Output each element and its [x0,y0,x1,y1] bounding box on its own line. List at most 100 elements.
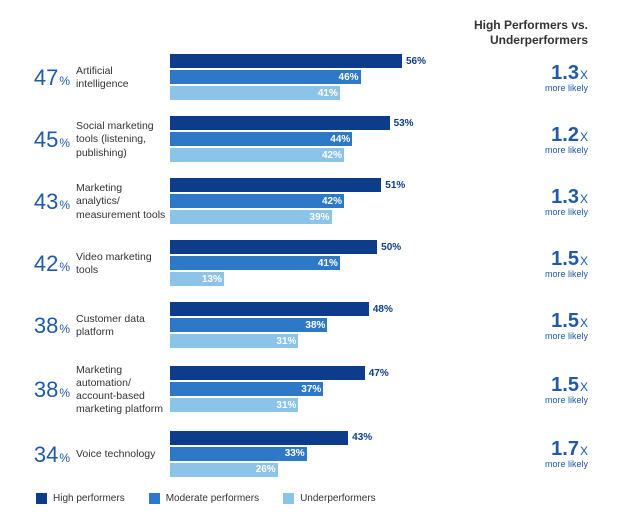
category-label: Video marketing tools [76,251,170,277]
average-value: 38% [20,313,76,339]
bar-wrap: 39% [170,210,460,224]
bar-wrap: 43% [170,431,460,445]
ratio-number: 1.2 [551,124,579,146]
bar-wrap: 31% [170,334,460,348]
legend-high: High performers [36,493,125,504]
bar-value-label: 26% [246,464,276,475]
bar [170,240,377,254]
bar-value-label: 41% [308,258,338,269]
avg-percent-sign: % [59,260,70,274]
chart-row: 45%Social marketing tools (listening, pu… [20,116,598,164]
legend-label-high: High performers [53,493,125,504]
bar-value-label: 39% [300,212,330,223]
bar-wrap: 56% [170,54,460,68]
avg-percent-sign: % [59,74,70,88]
ratio-x: X [580,68,588,82]
avg-number: 38 [34,313,58,338]
bar-value-label: 42% [312,150,342,161]
ratio-x: X [580,316,588,330]
bar-wrap: 38% [170,318,460,332]
bar-wrap: 42% [170,194,460,208]
chart-row: 43%Marketing analytics/ measurement tool… [20,178,598,226]
category-label: Artificial intelligence [76,65,170,91]
ratio-value: 1.2Xmore likely [460,125,598,155]
ratio-value: 1.5Xmore likely [460,249,598,279]
bar-wrap: 37% [170,382,460,396]
bars-group: 47% 37% 31% [170,366,460,414]
bars-group: 43% 33% 26% [170,431,460,479]
bar-value-label: 50% [381,242,401,253]
legend-label-moderate: Moderate performers [166,493,259,504]
ratio-number: 1.5 [551,248,579,270]
bar-wrap: 48% [170,302,460,316]
chart-rows: 47%Artificial intelligence56%46%41%1.3Xm… [20,54,598,479]
category-label: Marketing automation/ account-based mark… [76,364,170,417]
legend: High performers Moderate performers Unde… [20,493,598,504]
bar-wrap: 13% [170,272,460,286]
average-value: 43% [20,189,76,215]
avg-number: 38 [34,377,58,402]
ratio-sublabel: more likely [460,460,588,469]
bar-value-label: 47% [369,368,389,379]
legend-swatch-under [283,493,294,504]
bar-value-label: 37% [291,384,321,395]
bar-value-label: 33% [275,448,305,459]
bar-value-label: 31% [266,400,296,411]
bars-group: 56% 46% 41% [170,54,460,102]
ratio-number: 1.7 [551,438,579,460]
bar-value-label: 43% [352,432,372,443]
bar-value-label: 56% [406,56,426,67]
average-value: 45% [20,127,76,153]
bar [170,431,348,445]
bar [170,54,402,68]
chart-row: 34%Voice technology43%33%26%1.7Xmore lik… [20,431,598,479]
ratio-sublabel: more likely [460,270,588,279]
avg-number: 47 [34,65,58,90]
bar-value-label: 42% [312,196,342,207]
ratio-value: 1.5Xmore likely [460,311,598,341]
category-label: Customer data platform [76,313,170,339]
ratio-value: 1.5Xmore likely [460,375,598,405]
bar [170,366,365,380]
bar [170,302,369,316]
avg-percent-sign: % [59,198,70,212]
bar-wrap: 50% [170,240,460,254]
bar-wrap: 41% [170,86,460,100]
bars-group: 51% 42% 39% [170,178,460,226]
bar-value-label: 46% [329,72,359,83]
avg-number: 34 [34,442,58,467]
ratio-x: X [580,254,588,268]
bar-value-label: 53% [394,118,414,129]
category-label: Social marketing tools (listening, publi… [76,120,170,159]
bar-wrap: 53% [170,116,460,130]
legend-swatch-high [36,493,47,504]
avg-percent-sign: % [59,136,70,150]
ratio-x: X [580,444,588,458]
bar-value-label: 48% [373,304,393,315]
bars-group: 48% 38% 31% [170,302,460,350]
average-value: 47% [20,65,76,91]
bar-value-label: 51% [385,180,405,191]
bar-value-label: 13% [192,274,222,285]
average-value: 38% [20,377,76,403]
ratio-value: 1.3Xmore likely [460,187,598,217]
bar-value-label: 41% [308,88,338,99]
ratio-x: X [580,192,588,206]
bars-group: 53% 44% 42% [170,116,460,164]
ratio-sublabel: more likely [460,396,588,405]
ratio-sublabel: more likely [460,146,588,155]
chart-row: 38%Customer data platform48%38%31%1.5Xmo… [20,302,598,350]
avg-percent-sign: % [59,451,70,465]
bar-wrap: 31% [170,398,460,412]
legend-under: Underperformers [283,493,376,504]
legend-label-under: Underperformers [300,493,376,504]
avg-number: 42 [34,251,58,276]
bar-wrap: 33% [170,447,460,461]
bar-value-label: 38% [295,320,325,331]
bar [170,178,381,192]
ratio-x: X [580,130,588,144]
bar-wrap: 44% [170,132,460,146]
ratio-sublabel: more likely [460,84,588,93]
legend-moderate: Moderate performers [149,493,259,504]
bar-value-label: 31% [266,336,296,347]
